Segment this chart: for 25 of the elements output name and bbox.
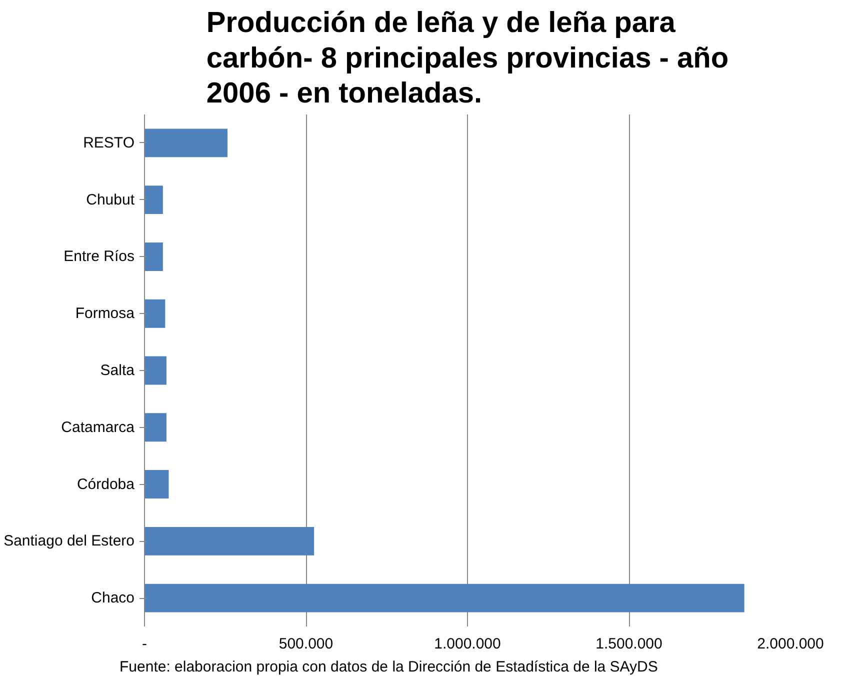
bar [144,470,169,498]
bar [144,356,166,385]
bar [144,413,166,442]
bar [144,584,744,612]
y-tick-label: Santiago del Estero [4,532,134,550]
bar [144,526,314,556]
y-tick-label: Chubut [86,191,136,208]
x-tick-label: 500.000 [278,636,334,652]
y-tick-label: Salta [100,362,136,379]
chart-title: Producción de leña y de leña para carbón- 8 principales provincias - año 2006 - en toneladas. [206,7,729,110]
y-tick-label: RESTO [83,134,135,152]
x-tick-label: 1.000.000 [434,636,501,652]
x-tick-label: - [142,636,147,652]
source-note: Fuente: elaboracion propia con datos de la Dirección de Estadística de la SAyDS [120,658,658,676]
y-tick-label: Formosa [75,305,136,322]
y-tick-label: Catamarca [61,418,136,436]
y-tick-label: Chaco [91,590,134,607]
x-tick-label: 1.500.000 [596,636,662,652]
bar [144,299,166,328]
y-tick-label: Córdoba [76,476,136,493]
bar [144,186,163,214]
x-tick-label: 2.000.000 [757,636,824,652]
y-tick-label: Entre Ríos [64,248,135,266]
bar [144,242,163,271]
bar [144,128,228,158]
